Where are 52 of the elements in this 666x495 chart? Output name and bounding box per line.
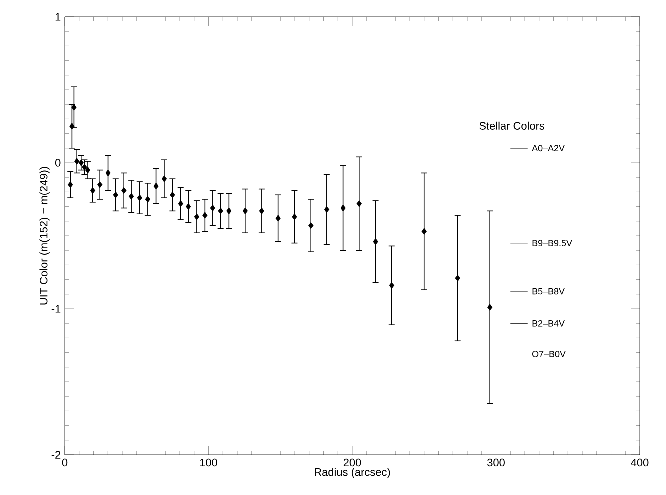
point	[324, 206, 330, 214]
ref-line-label: A0–A2V	[532, 145, 565, 152]
point	[97, 181, 103, 188]
point	[121, 187, 127, 194]
x-tick-label: 0	[62, 458, 68, 467]
point	[128, 193, 134, 200]
point	[422, 228, 427, 236]
point	[292, 214, 298, 220]
x-tick-label: 200	[344, 458, 362, 467]
point	[113, 192, 118, 199]
point	[145, 196, 151, 203]
y-axis-title: UIT Color (m(152) − m(249))	[40, 167, 50, 305]
point	[202, 212, 208, 219]
point	[308, 222, 314, 230]
point	[455, 274, 460, 282]
annotation: Stellar Colors	[480, 122, 545, 130]
ref-line-label: O7–B0V	[532, 351, 566, 358]
x-axis-title: Radius (arcsec)	[315, 468, 390, 478]
point	[340, 204, 346, 212]
y-tick-label: 1	[56, 13, 61, 21]
point	[226, 208, 232, 215]
point	[373, 238, 378, 246]
ref-line-label: B9–B9.5V	[532, 240, 572, 246]
point	[194, 214, 200, 220]
point	[218, 208, 224, 215]
point	[186, 203, 192, 210]
point	[170, 192, 176, 199]
ref-line-label: B2–B4V	[532, 320, 565, 327]
ref-line-label: B5–B8V	[532, 288, 565, 295]
point	[162, 176, 168, 182]
point	[242, 208, 248, 215]
point	[487, 304, 493, 311]
point	[210, 204, 216, 212]
point	[68, 181, 74, 188]
y-tick-label: -2	[52, 451, 61, 459]
point	[74, 158, 80, 165]
point	[178, 200, 184, 208]
point	[154, 182, 159, 190]
x-tick-label: 300	[488, 458, 505, 467]
point	[276, 215, 281, 222]
point	[72, 104, 77, 111]
x-tick-label: 100	[200, 458, 218, 467]
point	[90, 187, 96, 194]
point	[259, 208, 265, 215]
point	[356, 200, 362, 208]
point	[389, 282, 394, 290]
point	[70, 123, 75, 130]
x-tick-label: 400	[631, 458, 649, 467]
y-tick-label: -1	[52, 305, 61, 313]
y-tick-label: 0	[55, 159, 61, 167]
point	[106, 170, 111, 177]
point	[137, 194, 142, 202]
